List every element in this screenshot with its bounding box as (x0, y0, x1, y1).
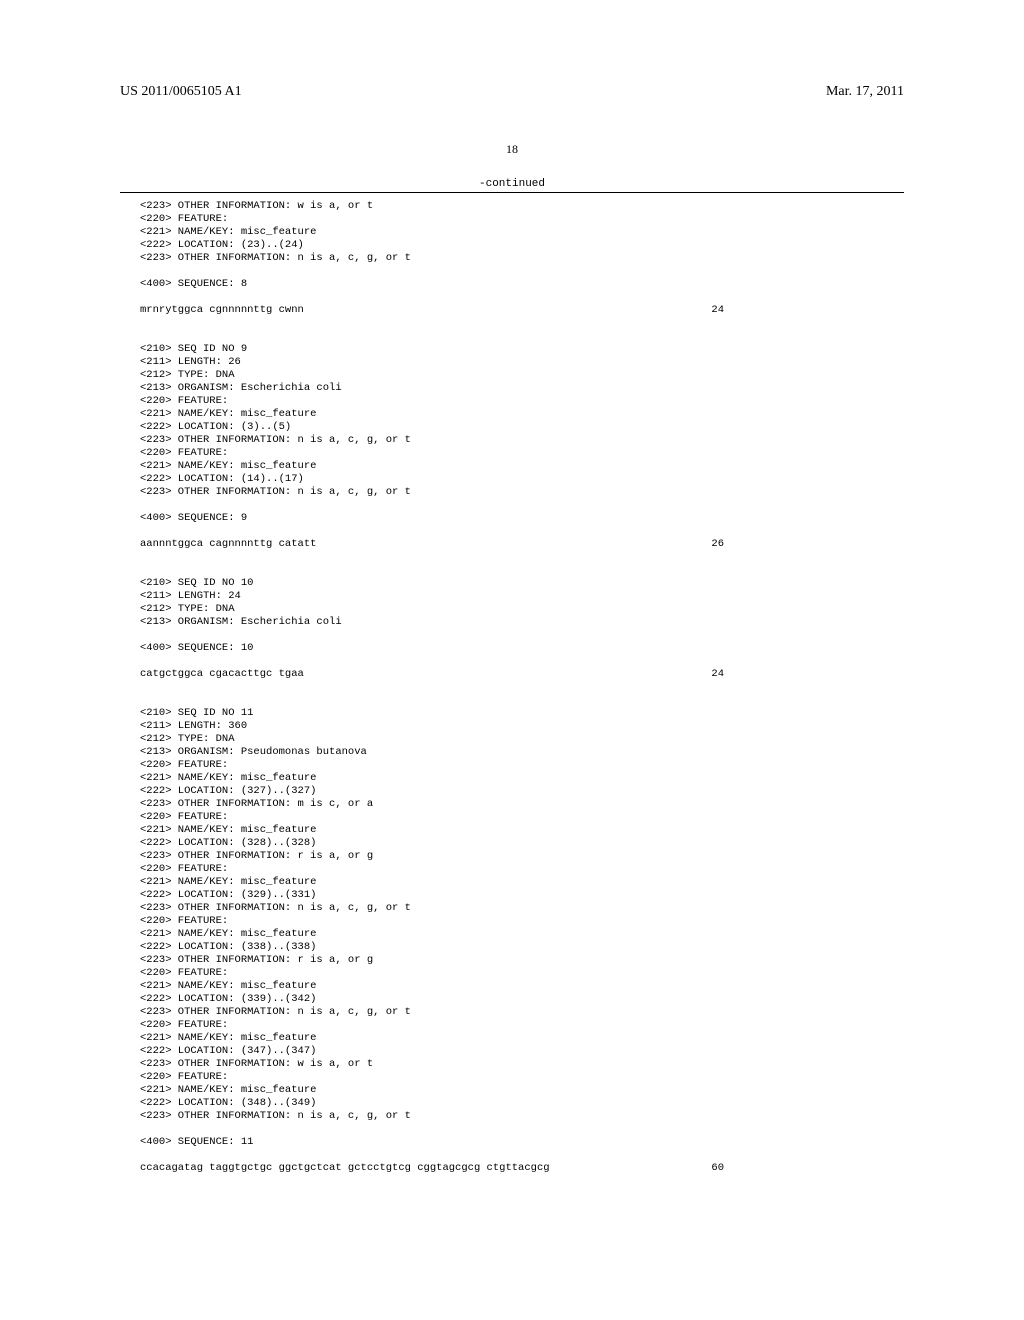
feature-line: <221> NAME/KEY: misc_feature (140, 460, 904, 473)
blank-line (140, 317, 904, 330)
sequence-position: 24 (711, 668, 724, 681)
sequence-position: 26 (711, 538, 724, 551)
feature-line: <220> FEATURE: (140, 915, 904, 928)
feature-line: <221> NAME/KEY: misc_feature (140, 876, 904, 889)
blank-line (140, 681, 904, 694)
feature-line: <222> LOCATION: (14)..(17) (140, 473, 904, 486)
feature-line: <223> OTHER INFORMATION: w is a, or t (140, 1058, 904, 1071)
blank-line (140, 564, 904, 577)
feature-line: <210> SEQ ID NO 10 (140, 577, 904, 590)
feature-line: <211> LENGTH: 24 (140, 590, 904, 603)
feature-line: <221> NAME/KEY: misc_feature (140, 928, 904, 941)
blank-line (140, 499, 904, 512)
sequence-header: <400> SEQUENCE: 9 (140, 512, 904, 525)
feature-line: <220> FEATURE: (140, 213, 904, 226)
feature-line: <212> TYPE: DNA (140, 733, 904, 746)
blank-line (140, 291, 904, 304)
document-number: US 2011/0065105 A1 (120, 84, 242, 100)
feature-line: <220> FEATURE: (140, 1019, 904, 1032)
continued-label: -continued (479, 178, 545, 190)
feature-line: <222> LOCATION: (3)..(5) (140, 421, 904, 434)
feature-line: <223> OTHER INFORMATION: n is a, c, g, o… (140, 1006, 904, 1019)
feature-line: <223> OTHER INFORMATION: n is a, c, g, o… (140, 252, 904, 265)
feature-line: <223> OTHER INFORMATION: w is a, or t (140, 200, 904, 213)
feature-line: <221> NAME/KEY: misc_feature (140, 772, 904, 785)
sequence-header: <400> SEQUENCE: 10 (140, 642, 904, 655)
blank-line (140, 694, 904, 707)
blank-line (140, 551, 904, 564)
blank-line (140, 655, 904, 668)
feature-line: <213> ORGANISM: Escherichia coli (140, 382, 904, 395)
sequence-row: catgctggca cgacacttgc tgaa24 (140, 668, 904, 681)
feature-line: <222> LOCATION: (339)..(342) (140, 993, 904, 1006)
blank-line (140, 1123, 904, 1136)
feature-line: <223> OTHER INFORMATION: n is a, c, g, o… (140, 486, 904, 499)
feature-line: <221> NAME/KEY: misc_feature (140, 226, 904, 239)
blank-line (140, 525, 904, 538)
feature-line: <220> FEATURE: (140, 811, 904, 824)
feature-line: <213> ORGANISM: Pseudomonas butanova (140, 746, 904, 759)
feature-line: <212> TYPE: DNA (140, 369, 904, 382)
feature-line: <223> OTHER INFORMATION: n is a, c, g, o… (140, 1110, 904, 1123)
feature-line: <221> NAME/KEY: misc_feature (140, 1032, 904, 1045)
blank-line (140, 330, 904, 343)
page-number: 18 (506, 142, 518, 157)
horizontal-rule (120, 192, 904, 193)
feature-line: <220> FEATURE: (140, 447, 904, 460)
sequence-listing: <223> OTHER INFORMATION: w is a, or t<22… (140, 200, 904, 1175)
document-date: Mar. 17, 2011 (826, 84, 904, 100)
feature-line: <220> FEATURE: (140, 967, 904, 980)
feature-line: <212> TYPE: DNA (140, 603, 904, 616)
feature-line: <210> SEQ ID NO 9 (140, 343, 904, 356)
sequence-position: 24 (711, 304, 724, 317)
feature-line: <220> FEATURE: (140, 1071, 904, 1084)
sequence-row: ccacagatag taggtgctgc ggctgctcat gctcctg… (140, 1162, 904, 1175)
feature-line: <222> LOCATION: (23)..(24) (140, 239, 904, 252)
feature-line: <211> LENGTH: 26 (140, 356, 904, 369)
sequence-header: <400> SEQUENCE: 11 (140, 1136, 904, 1149)
feature-line: <222> LOCATION: (329)..(331) (140, 889, 904, 902)
feature-line: <210> SEQ ID NO 11 (140, 707, 904, 720)
sequence-position: 60 (711, 1162, 724, 1175)
blank-line (140, 1149, 904, 1162)
feature-line: <221> NAME/KEY: misc_feature (140, 1084, 904, 1097)
sequence-header: <400> SEQUENCE: 8 (140, 278, 904, 291)
feature-line: <223> OTHER INFORMATION: n is a, c, g, o… (140, 434, 904, 447)
feature-line: <223> OTHER INFORMATION: n is a, c, g, o… (140, 902, 904, 915)
feature-line: <222> LOCATION: (327)..(327) (140, 785, 904, 798)
feature-line: <211> LENGTH: 360 (140, 720, 904, 733)
feature-line: <222> LOCATION: (348)..(349) (140, 1097, 904, 1110)
feature-line: <222> LOCATION: (338)..(338) (140, 941, 904, 954)
feature-line: <222> LOCATION: (328)..(328) (140, 837, 904, 850)
sequence-row: aannntggca cagnnnnttg catatt26 (140, 538, 904, 551)
feature-line: <221> NAME/KEY: misc_feature (140, 980, 904, 993)
feature-line: <221> NAME/KEY: misc_feature (140, 824, 904, 837)
blank-line (140, 629, 904, 642)
feature-line: <220> FEATURE: (140, 395, 904, 408)
feature-line: <220> FEATURE: (140, 759, 904, 772)
feature-line: <223> OTHER INFORMATION: r is a, or g (140, 954, 904, 967)
feature-line: <223> OTHER INFORMATION: m is c, or a (140, 798, 904, 811)
blank-line (140, 265, 904, 278)
feature-line: <223> OTHER INFORMATION: r is a, or g (140, 850, 904, 863)
feature-line: <220> FEATURE: (140, 863, 904, 876)
feature-line: <222> LOCATION: (347)..(347) (140, 1045, 904, 1058)
sequence-row: mrnrytggca cgnnnnnttg cwnn24 (140, 304, 904, 317)
feature-line: <221> NAME/KEY: misc_feature (140, 408, 904, 421)
feature-line: <213> ORGANISM: Escherichia coli (140, 616, 904, 629)
